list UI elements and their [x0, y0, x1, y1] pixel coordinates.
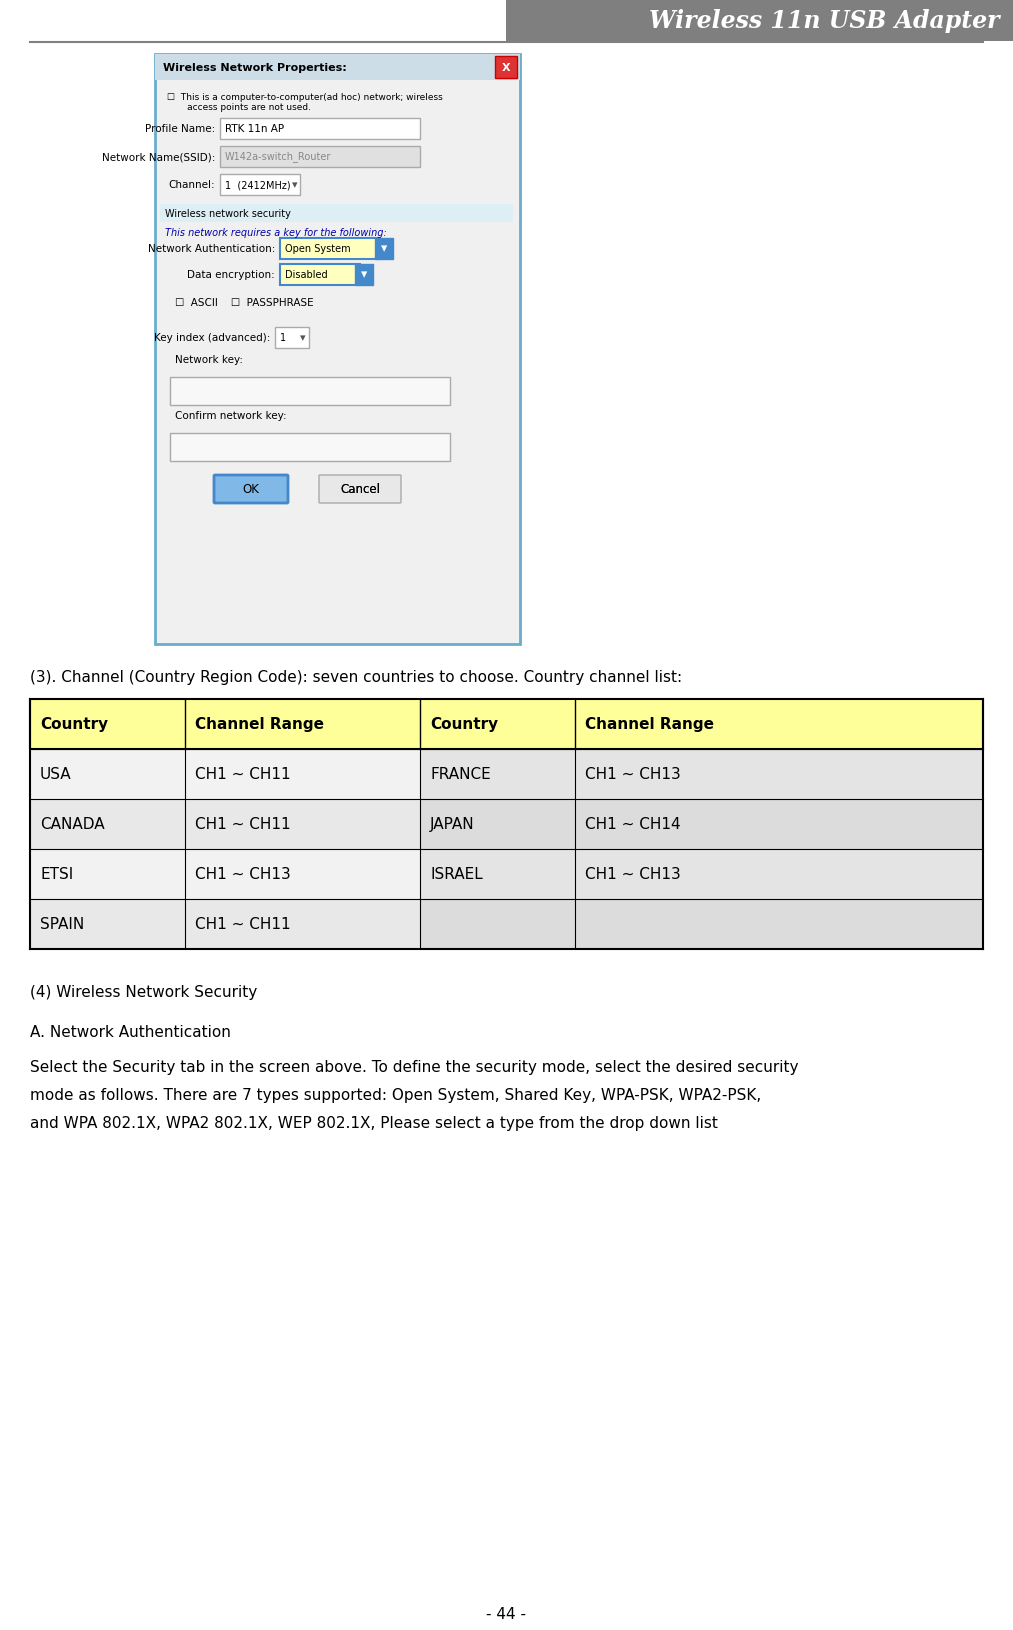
- Text: CH1 ~ CH13: CH1 ~ CH13: [585, 867, 681, 882]
- Text: Channel:: Channel:: [168, 179, 215, 189]
- Bar: [220, 147, 420, 168]
- Text: (3). Channel (Country Region Code): seven countries to choose. Country channel l: (3). Channel (Country Region Code): seve…: [30, 670, 682, 685]
- Text: - 44 -: - 44 -: [486, 1607, 526, 1622]
- Text: Network key:: Network key:: [175, 355, 243, 365]
- Bar: [160, 205, 513, 223]
- Bar: [220, 119, 420, 140]
- Text: Wireless 11n USB Adapter: Wireless 11n USB Adapter: [649, 10, 1000, 33]
- Bar: [420, 900, 983, 949]
- Bar: [30, 849, 983, 900]
- Text: Wireless network security: Wireless network security: [165, 209, 291, 218]
- Text: CH1 ~ CH11: CH1 ~ CH11: [194, 918, 291, 932]
- Bar: [375, 240, 393, 259]
- Bar: [420, 849, 983, 900]
- Text: CH1 ~ CH14: CH1 ~ CH14: [585, 817, 681, 831]
- Text: Key index (advanced):: Key index (advanced):: [154, 333, 270, 342]
- Bar: [280, 240, 380, 259]
- Text: CANADA: CANADA: [40, 817, 104, 831]
- Text: RTK 11n AP: RTK 11n AP: [225, 124, 284, 134]
- Text: Confirm network key:: Confirm network key:: [175, 411, 287, 421]
- Text: Cancel: Cancel: [340, 482, 380, 496]
- Text: Channel Range: Channel Range: [194, 717, 324, 732]
- FancyBboxPatch shape: [319, 476, 401, 504]
- Text: SPAIN: SPAIN: [40, 918, 84, 932]
- Bar: [420, 799, 983, 849]
- Text: FRANCE: FRANCE: [430, 768, 490, 782]
- Bar: [275, 328, 309, 349]
- Bar: [220, 174, 300, 196]
- Bar: [355, 264, 373, 285]
- Bar: [155, 55, 520, 82]
- Text: (4) Wireless Network Security: (4) Wireless Network Security: [30, 985, 257, 999]
- Text: CH1 ~ CH13: CH1 ~ CH13: [585, 768, 681, 782]
- Text: ☐  This is a computer-to-computer(ad hoc) network; wireless
       access points: ☐ This is a computer-to-computer(ad hoc)…: [167, 93, 443, 112]
- Text: mode as follows. There are 7 types supported: Open System, Shared Key, WPA-PSK, : mode as follows. There are 7 types suppo…: [30, 1087, 761, 1102]
- Bar: [30, 750, 983, 799]
- Bar: [506, 0, 1013, 42]
- Text: Channel Range: Channel Range: [585, 717, 714, 732]
- Text: 1: 1: [280, 333, 286, 342]
- Text: OK: OK: [242, 482, 259, 496]
- Bar: [155, 55, 520, 644]
- Bar: [30, 799, 983, 849]
- Text: Country: Country: [40, 717, 108, 732]
- FancyBboxPatch shape: [214, 476, 288, 504]
- Text: ▾: ▾: [300, 333, 306, 342]
- Text: and WPA 802.1X, WPA2 802.1X, WEP 802.1X, Please select a type from the drop down: and WPA 802.1X, WPA2 802.1X, WEP 802.1X,…: [30, 1115, 718, 1130]
- Text: Cancel: Cancel: [340, 482, 380, 496]
- Text: CH1 ~ CH11: CH1 ~ CH11: [194, 817, 291, 831]
- Text: Disabled: Disabled: [285, 271, 327, 280]
- Text: W142a-switch_Router: W142a-switch_Router: [225, 152, 331, 163]
- Text: USA: USA: [40, 768, 72, 782]
- Text: 1  (2412MHz): 1 (2412MHz): [225, 179, 291, 189]
- Bar: [420, 750, 983, 799]
- Text: ETSI: ETSI: [40, 867, 73, 882]
- Text: Data encryption:: Data encryption:: [187, 271, 275, 280]
- Text: Network Authentication:: Network Authentication:: [148, 244, 275, 254]
- Bar: [170, 378, 450, 406]
- Text: CH1 ~ CH11: CH1 ~ CH11: [194, 768, 291, 782]
- Text: JAPAN: JAPAN: [430, 817, 475, 831]
- Bar: [170, 434, 450, 461]
- Text: ▾: ▾: [381, 243, 387, 256]
- Bar: [30, 699, 983, 750]
- Text: X: X: [501, 64, 511, 73]
- Text: Network Name(SSID):: Network Name(SSID):: [101, 152, 215, 161]
- Text: ☐  ASCII    ☐  PASSPHRASE: ☐ ASCII ☐ PASSPHRASE: [175, 298, 314, 308]
- Bar: [30, 900, 983, 949]
- Text: ISRAEL: ISRAEL: [430, 867, 483, 882]
- Text: Wireless Network Properties:: Wireless Network Properties:: [163, 64, 346, 73]
- Bar: [495, 57, 517, 78]
- Bar: [280, 264, 360, 285]
- Text: ▾: ▾: [361, 269, 367, 282]
- Text: CH1 ~ CH13: CH1 ~ CH13: [194, 867, 291, 882]
- Text: A. Network Authentication: A. Network Authentication: [30, 1024, 231, 1040]
- Text: Open System: Open System: [285, 244, 350, 254]
- Text: Profile Name:: Profile Name:: [145, 124, 215, 134]
- Text: ▾: ▾: [292, 179, 298, 189]
- Text: Select the Security tab in the screen above. To define the security mode, select: Select the Security tab in the screen ab…: [30, 1060, 798, 1074]
- Text: This network requires a key for the following:: This network requires a key for the foll…: [165, 228, 387, 238]
- Text: Country: Country: [430, 717, 498, 732]
